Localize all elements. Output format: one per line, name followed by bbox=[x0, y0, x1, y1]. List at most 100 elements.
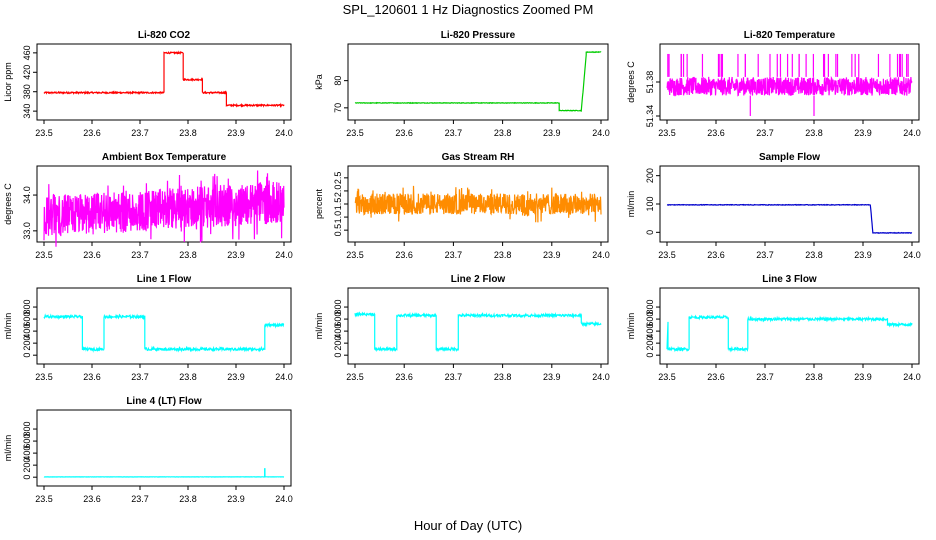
panel-4-xtick-label: 23.5 bbox=[35, 250, 53, 260]
panel-7-frame bbox=[36, 287, 292, 365]
panel-8-ylabel: ml/min bbox=[314, 313, 324, 340]
panel-9: Line 3 Flow ml/min 23.5 23.6 23.7 23.8 23.9 24.… bbox=[626, 274, 921, 382]
panel-1-ytick-label: 420 bbox=[22, 65, 32, 80]
panel-5-ytick-label: 1.0 bbox=[333, 211, 343, 224]
panel-9-ylabel: ml/min bbox=[626, 313, 636, 340]
panel-1-ytick-label: 380 bbox=[22, 84, 32, 99]
panel-7-xtick-label: 23.7 bbox=[131, 372, 149, 382]
panel-6: Sample Flow ml/min 23.5 23.6 23.7 23.8 23.9 24.… bbox=[626, 152, 921, 260]
panel-10-ylabel: ml/min bbox=[3, 435, 13, 462]
panel-5-ytick-label: 2.5 bbox=[333, 172, 343, 185]
panel-5-ytick-label: 2.0 bbox=[333, 185, 343, 198]
panel-8-ytick-label: 800 bbox=[333, 300, 343, 315]
panel-5-xtick-label: 23.7 bbox=[445, 250, 463, 260]
panel-4: Ambient Box Temperature degrees C 23.5 23.6… bbox=[3, 152, 293, 260]
panel-2-series-line bbox=[354, 50, 602, 113]
panel-10-frame bbox=[36, 409, 292, 487]
panel-7-xtick-label: 24.0 bbox=[275, 372, 293, 382]
panel-3-xtick-label: 23.9 bbox=[854, 128, 872, 138]
panel-8-xtick-label: 23.6 bbox=[395, 372, 413, 382]
panel-10-xtick-label: 23.5 bbox=[35, 494, 53, 504]
panel-8-series-line bbox=[354, 311, 602, 353]
panel-1-frame bbox=[36, 43, 292, 121]
panel-3-xtick-label: 23.7 bbox=[756, 128, 774, 138]
panel-2-xtick-label: 24.0 bbox=[592, 128, 610, 138]
panel-10-xtick-label: 23.7 bbox=[131, 494, 149, 504]
panel-10-xtick-label: 23.9 bbox=[227, 494, 245, 504]
panel-7-series-line bbox=[43, 313, 285, 353]
panel-1-title: Li-820 CO2 bbox=[138, 30, 191, 41]
panel-2-xtick-label: 23.8 bbox=[494, 128, 512, 138]
panel-10-xtick-label: 23.6 bbox=[83, 494, 101, 504]
panel-7-ytick-label: 0 bbox=[22, 353, 32, 358]
panel-7-xtick-label: 23.6 bbox=[83, 372, 101, 382]
panel-4-xtick-label: 24.0 bbox=[275, 250, 293, 260]
panel-10: Line 4 (LT) Flow ml/min 23.5 23.6 23.7 23.8 23… bbox=[3, 396, 293, 504]
panel-6-frame bbox=[659, 165, 920, 243]
panel-3-title: Li-820 Temperature bbox=[744, 30, 836, 41]
panel-8-ytick-label: 200 bbox=[333, 336, 343, 351]
panel-10-ytick-label: 800 bbox=[22, 422, 32, 437]
panel-10-xtick-label: 24.0 bbox=[275, 494, 293, 504]
panel-7-ytick-label: 600 bbox=[22, 312, 32, 327]
panel-8-frame bbox=[347, 287, 609, 365]
panel-2-frame bbox=[347, 43, 609, 121]
panel-8-xtick-label: 23.8 bbox=[494, 372, 512, 382]
panel-4-frame bbox=[36, 165, 292, 243]
panel-1: Li-820 CO2 Licor ppm 23.5 23.6 23.7 23.8 23.9 2… bbox=[3, 30, 293, 138]
panel-5-xtick-label: 23.8 bbox=[494, 250, 512, 260]
panel-6-xtick-label: 23.6 bbox=[707, 250, 725, 260]
panel-4-xtick-label: 23.9 bbox=[227, 250, 245, 260]
panel-1-xtick-label: 23.5 bbox=[35, 128, 53, 138]
panel-2-title: Li-820 Pressure bbox=[441, 30, 516, 41]
panel-2-ylabel: kPa bbox=[314, 74, 324, 90]
panel-1-series-line bbox=[43, 50, 285, 109]
panel-5-series-line bbox=[354, 185, 602, 223]
panel-4-xtick-label: 23.7 bbox=[131, 250, 149, 260]
x-axis-label: Hour of Day (UTC) bbox=[413, 518, 523, 533]
panel-7-xtick-label: 23.5 bbox=[35, 372, 53, 382]
panel-2-xtick-label: 23.7 bbox=[445, 128, 463, 138]
panel-8: Line 2 Flow ml/min 23.5 23.6 23.7 23.8 23.9 24.… bbox=[314, 274, 610, 382]
panel-4-xtick-label: 23.8 bbox=[179, 250, 197, 260]
panel-1-ytick-label: 460 bbox=[22, 45, 32, 60]
panel-2-ytick-label: 80 bbox=[333, 76, 343, 86]
panel-10-ytick-label: 400 bbox=[22, 446, 32, 461]
panel-9-ytick-label: 800 bbox=[645, 300, 655, 315]
panel-10-xtick-label: 23.8 bbox=[179, 494, 197, 504]
panel-5-xtick-label: 23.5 bbox=[346, 250, 364, 260]
panel-8-title: Line 2 Flow bbox=[451, 274, 506, 285]
panel-4-ytick-label: 33.0 bbox=[22, 222, 32, 240]
panel-5-xtick-label: 24.0 bbox=[592, 250, 610, 260]
panel-9-ytick-label: 400 bbox=[645, 324, 655, 339]
panel-6-ytick-label: 200 bbox=[645, 168, 655, 183]
panel-7-title: Line 1 Flow bbox=[137, 274, 192, 285]
panel-6-ylabel: ml/min bbox=[626, 191, 636, 218]
panel-5-xtick-label: 23.9 bbox=[543, 250, 561, 260]
panel-1-ytick-label: 340 bbox=[22, 104, 32, 119]
panel-8-xtick-label: 24.0 bbox=[592, 372, 610, 382]
panel-1-xtick-label: 23.6 bbox=[83, 128, 101, 138]
panel-7-ytick-label: 400 bbox=[22, 324, 32, 339]
panel-4-series-line bbox=[43, 170, 285, 247]
panel-9-title: Line 3 Flow bbox=[762, 274, 817, 285]
panel-6-ytick-label: 100 bbox=[645, 196, 655, 211]
panel-7-xtick-label: 23.9 bbox=[227, 372, 245, 382]
panel-8-xtick-label: 23.5 bbox=[346, 372, 364, 382]
panel-5-title: Gas Stream RH bbox=[442, 152, 515, 163]
panel-7-ytick-label: 200 bbox=[22, 336, 32, 351]
panel-4-title: Ambient Box Temperature bbox=[102, 152, 227, 163]
panel-10-ytick-label: 200 bbox=[22, 458, 32, 473]
panel-9-xtick-label: 23.8 bbox=[805, 372, 823, 382]
panel-7: Line 1 Flow ml/min 23.5 23.6 23.7 23.8 23.9 24.… bbox=[3, 274, 293, 382]
panel-8-xtick-label: 23.9 bbox=[543, 372, 561, 382]
panel-3-xtick-label: 23.6 bbox=[707, 128, 725, 138]
panel-1-ylabel: Licor ppm bbox=[3, 62, 13, 102]
panel-9-ytick-label: 200 bbox=[645, 336, 655, 351]
panel-10-ytick-label: 600 bbox=[22, 434, 32, 449]
panel-9-series-line bbox=[666, 314, 913, 353]
panel-4-ylabel: degrees C bbox=[3, 183, 13, 225]
panel-1-xtick-label: 23.9 bbox=[227, 128, 245, 138]
panel-5: Gas Stream RH percent 23.5 23.6 23.7 23.8 23.9… bbox=[314, 152, 610, 260]
